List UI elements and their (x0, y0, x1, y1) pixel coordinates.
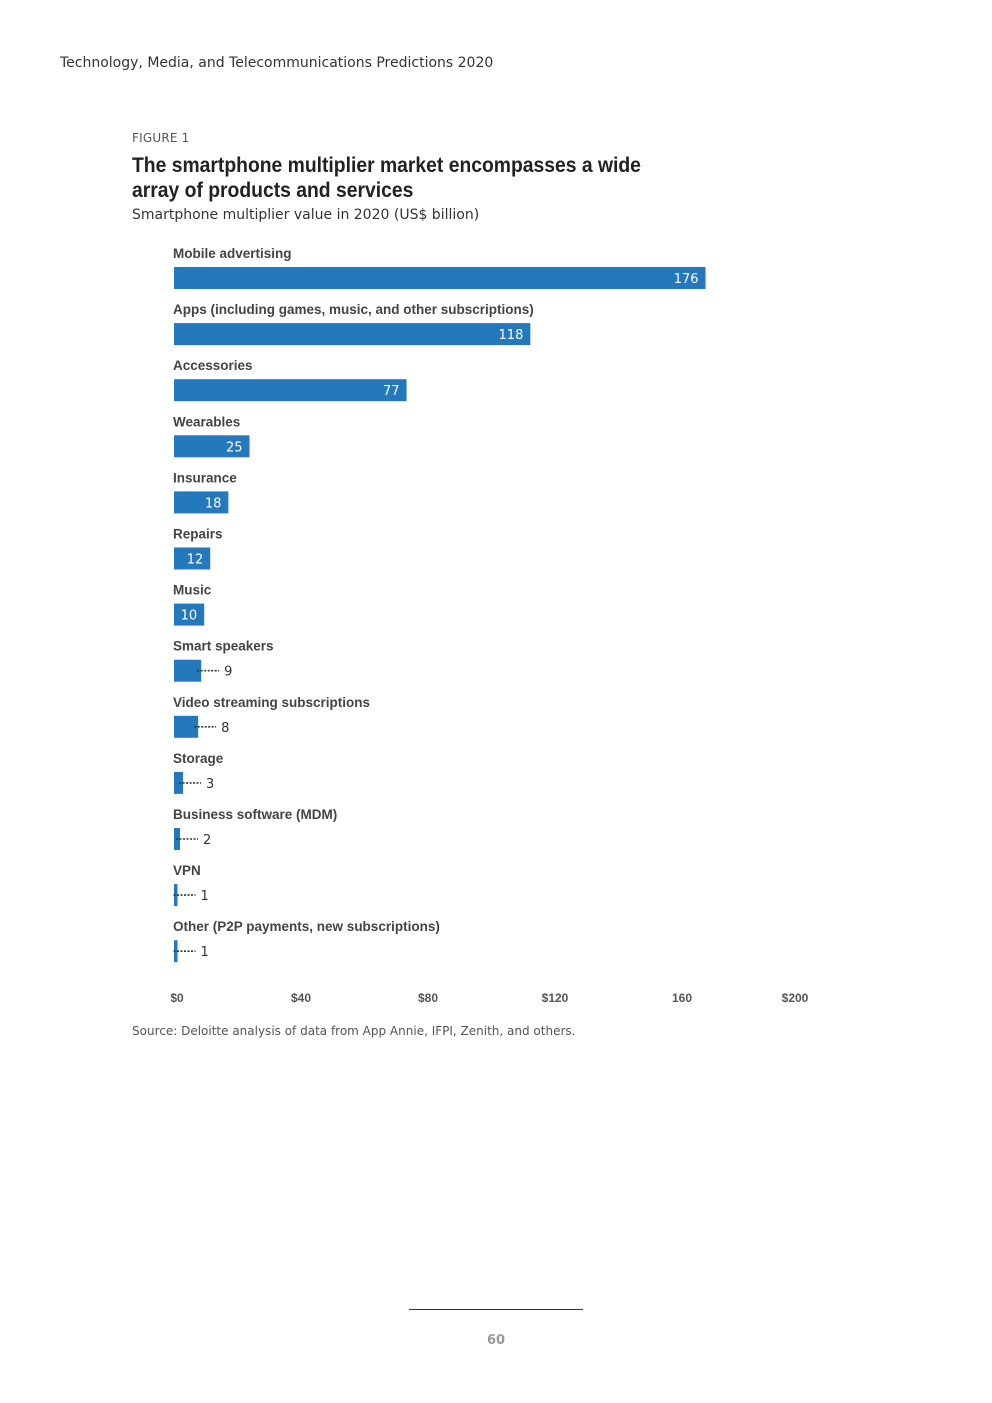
data-label: 8 (221, 721, 229, 736)
category-label: Mobile advertising (173, 246, 292, 261)
figure-label: FIGURE 1 (132, 131, 190, 145)
bar (174, 603, 205, 626)
category-label: Video streaming subscriptions (173, 695, 370, 710)
data-label: 25 (226, 440, 243, 455)
x-tick-label: 160 (672, 991, 692, 1005)
bar (174, 323, 531, 346)
bar (174, 715, 199, 738)
category-label: Apps (including games, music, and other … (173, 302, 534, 317)
x-tick-label: $0 (170, 991, 184, 1005)
data-label: 3 (206, 777, 214, 792)
category-label: Accessories (173, 358, 253, 373)
data-label: 176 (674, 272, 699, 287)
x-tick-label: $80 (418, 991, 438, 1005)
footer-rule (409, 1309, 583, 1310)
x-tick-label: $200 (782, 991, 809, 1005)
bar (174, 884, 178, 907)
data-label: 2 (203, 833, 211, 848)
category-label: Smart speakers (173, 639, 274, 654)
category-label: VPN (173, 863, 201, 878)
bar (174, 435, 250, 458)
bar (174, 379, 407, 402)
x-tick-label: $40 (291, 991, 311, 1005)
category-label: Business software (MDM) (173, 807, 337, 822)
category-label: Storage (173, 751, 224, 766)
category-label: Wearables (173, 414, 240, 429)
x-tick-label: $120 (542, 991, 569, 1005)
bar (174, 940, 178, 963)
bar (174, 547, 211, 570)
data-label: 12 (187, 553, 204, 568)
bar (174, 659, 202, 682)
page-number: 60 (486, 1333, 506, 1348)
data-label: 18 (205, 496, 222, 511)
bar (174, 771, 184, 794)
data-label: 1 (201, 945, 209, 960)
category-label: Repairs (173, 527, 223, 542)
data-label: 10 (181, 609, 198, 624)
data-label: 77 (383, 384, 400, 399)
data-label: 9 (224, 665, 232, 680)
category-label: Music (173, 583, 212, 598)
figure-title: The smartphone multiplier market encompa… (132, 154, 641, 202)
data-label: 118 (499, 328, 524, 343)
category-label: Other (P2P payments, new subscriptions) (173, 919, 440, 934)
source-note: Source: Deloitte analysis of data from A… (132, 1024, 576, 1038)
running-header: Technology, Media, and Telecommunication… (60, 55, 494, 71)
data-label: 1 (201, 889, 209, 904)
category-label: Insurance (173, 470, 237, 485)
figure-subtitle: Smartphone multiplier value in 2020 (US$… (132, 207, 480, 223)
bar (174, 491, 229, 514)
bar (174, 267, 706, 289)
